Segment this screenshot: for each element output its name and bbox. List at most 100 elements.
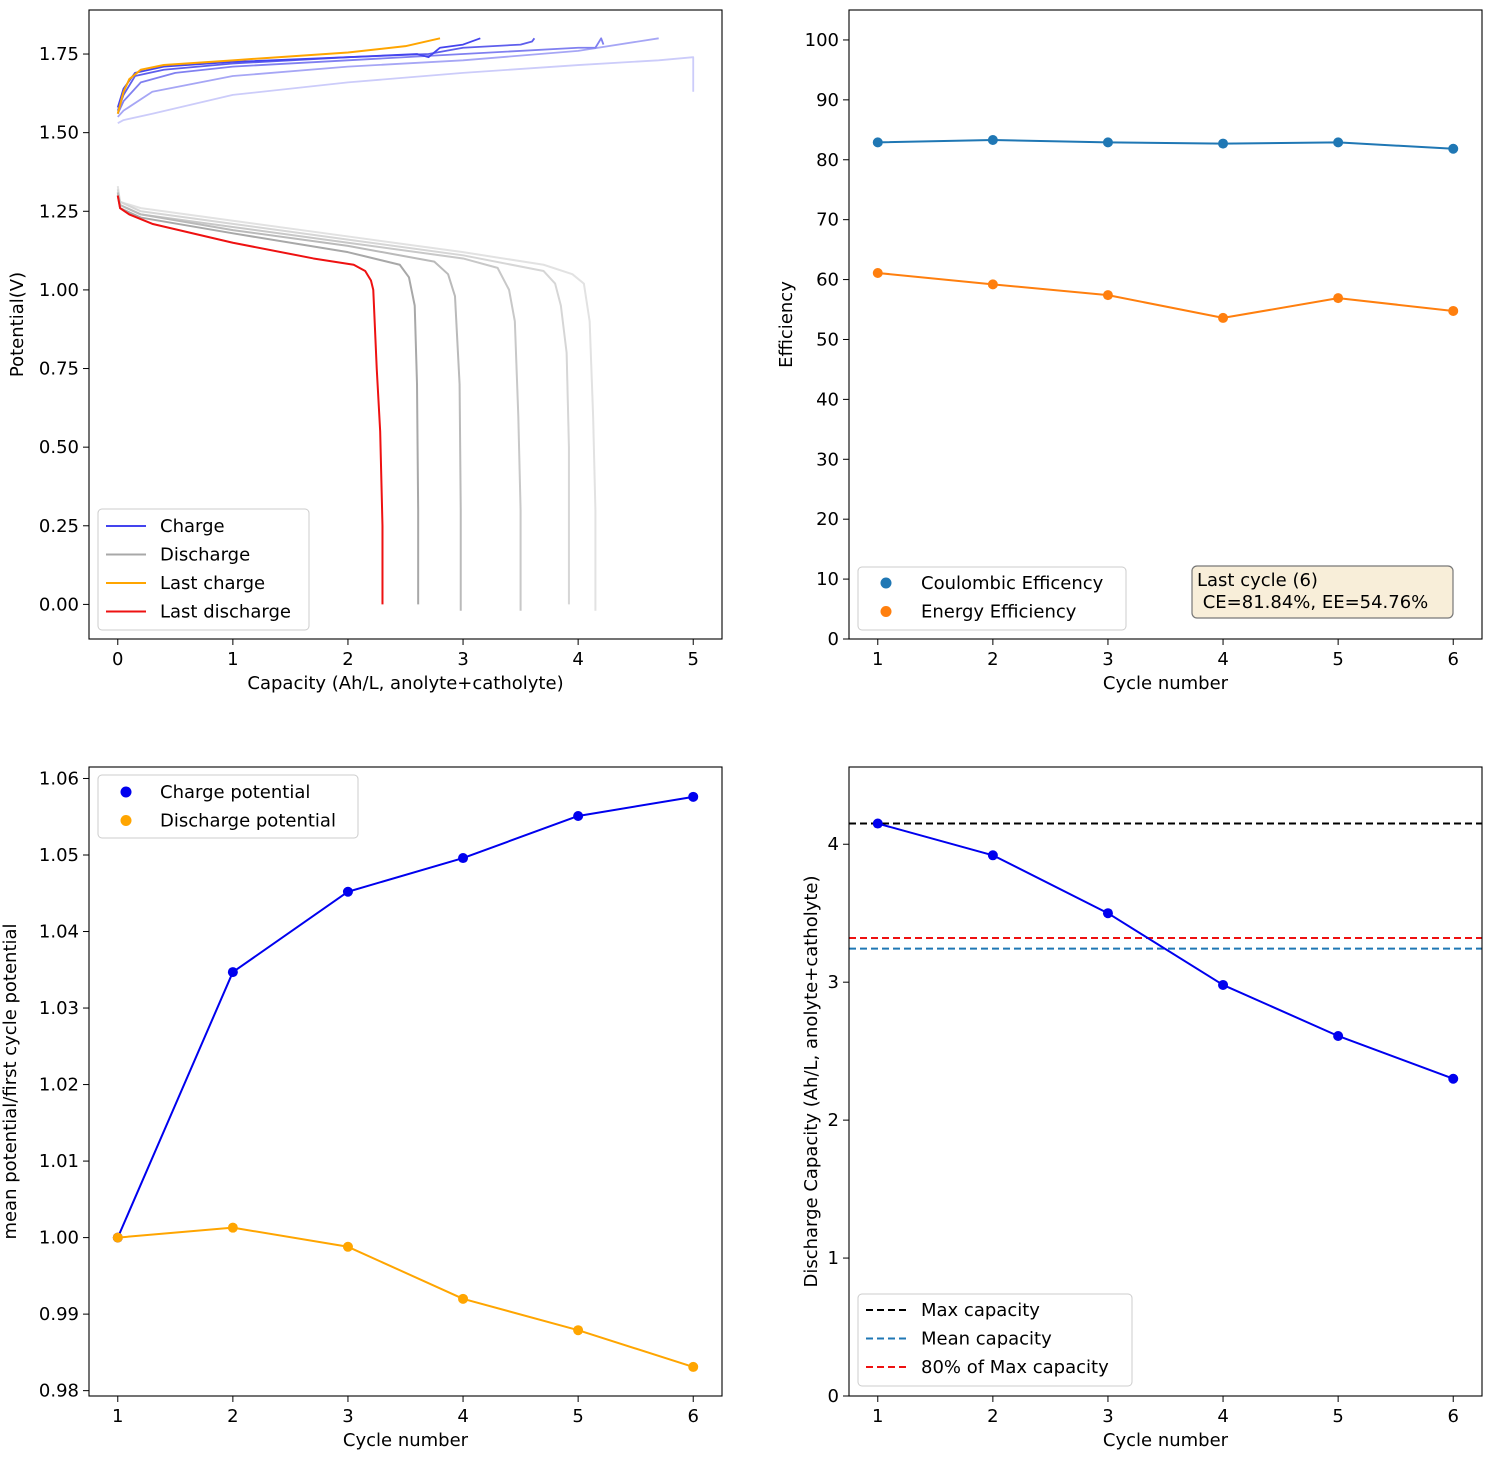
legend: Max capacity Mean capacity 80% of Max capa…	[857, 1293, 1133, 1387]
charge-curve-cycle-1	[117, 56, 695, 125]
potential-point	[688, 1361, 699, 1372]
y-tick-label: 4	[828, 834, 839, 855]
y-tick-label: 1.04	[39, 922, 79, 943]
x-tick-label: 2	[227, 1406, 238, 1427]
y-tick-label: 70	[816, 210, 839, 231]
legend-marker	[880, 606, 892, 617]
x-tick-label: 1	[872, 1406, 883, 1427]
y-tick-label: 1	[828, 1248, 839, 1269]
charge-curve-cycle-3	[116, 37, 605, 115]
legend-frame	[857, 566, 1127, 631]
efficiency-point	[1333, 293, 1344, 304]
y-tick-label: 60	[816, 270, 839, 291]
efficiency-point	[1218, 138, 1229, 149]
discharge-curve-cycle-2	[116, 189, 570, 605]
annotation-line-2: CE=81.84%, EE=54.76%	[1197, 592, 1428, 613]
efficiency-line-1	[877, 271, 1454, 319]
capacity-point	[1218, 979, 1229, 990]
legend-label: Charge potential	[160, 782, 310, 803]
y-tick-label: 1.75	[39, 44, 79, 65]
x-tick-label: 2	[342, 649, 353, 670]
discharge-curve-cycle-4	[116, 192, 462, 611]
charge-curve-cycle-2	[117, 37, 659, 118]
legend-label: Charge	[160, 516, 225, 537]
x-tick-label: 5	[688, 649, 699, 670]
y-axis-label: Discharge Capacity (Ah/L, anolyte+cathol…	[801, 875, 822, 1287]
x-tick-label: 5	[572, 1406, 583, 1427]
y-tick-label: 1.50	[39, 123, 79, 144]
x-axis-label: Cycle number	[1103, 673, 1229, 694]
x-tick-label: 1	[872, 649, 883, 670]
efficiency-point	[987, 134, 998, 145]
efficiency-point	[1218, 312, 1229, 323]
efficiency-point	[872, 267, 883, 278]
x-tick-label: 3	[342, 1406, 353, 1427]
potential-point	[458, 1293, 469, 1304]
legend-frame	[97, 774, 359, 839]
y-tick-label: 50	[816, 329, 839, 350]
efficiency-line-0	[877, 138, 1454, 150]
x-axis-label: Capacity (Ah/L, anolyte+catholyte)	[247, 673, 563, 694]
legend-label: 80% of Max capacity	[921, 1357, 1109, 1378]
y-tick-label: 1.01	[39, 1151, 79, 1172]
x-tick-label: 4	[1217, 649, 1228, 670]
potential-point	[573, 1325, 584, 1336]
axes-frame	[848, 9, 1483, 640]
y-tick-label: 0.25	[39, 516, 79, 537]
axes-frame	[88, 9, 723, 640]
x-tick-label: 6	[1448, 649, 1459, 670]
legend-marker	[120, 786, 132, 798]
legend-label: Coulombic Efficency	[921, 573, 1104, 594]
legend-label: Discharge	[160, 545, 250, 566]
y-tick-label: 1.06	[39, 768, 79, 789]
capacity-point	[1102, 908, 1113, 919]
x-tick-label: 3	[1102, 1406, 1113, 1427]
x-axis-label: Cycle number	[343, 1430, 469, 1451]
y-axis-label: Efficiency	[776, 281, 797, 368]
legend-marker	[880, 577, 892, 589]
y-tick-label: 1.00	[39, 280, 79, 301]
x-tick-label: 0	[112, 649, 123, 670]
legend-label: Last charge	[160, 573, 265, 594]
y-tick-label: 0.75	[39, 359, 79, 380]
potential-line-1	[117, 1226, 694, 1368]
efficiency-point	[872, 137, 883, 148]
potential-point	[227, 967, 238, 978]
y-axis-label: mean potential/first cycle potential	[0, 923, 21, 1239]
legend-frame	[97, 508, 310, 631]
x-tick-label: 3	[457, 649, 468, 670]
legend: Charge potential Discharge potential	[97, 774, 359, 839]
legend-marker	[120, 815, 132, 826]
y-tick-label: 80	[816, 150, 839, 171]
discharge-curve-cycle-5	[116, 195, 420, 605]
potential-line-0	[116, 795, 694, 1238]
legend-label: Max capacity	[921, 1300, 1040, 1321]
potential-point	[688, 791, 699, 802]
potential-point	[227, 1222, 238, 1233]
legend-frame	[857, 1293, 1133, 1387]
capacity-point	[1448, 1073, 1459, 1084]
legend-label: Energy Efficiency	[921, 602, 1077, 623]
axes-frame	[88, 766, 723, 1397]
y-tick-label: 100	[805, 30, 839, 51]
x-tick-label: 4	[1217, 1406, 1228, 1427]
legend-label: Discharge potential	[160, 811, 336, 832]
y-tick-label: 90	[816, 90, 839, 111]
y-tick-label: 0.00	[39, 594, 79, 615]
capacity-line	[877, 822, 1454, 1080]
axes-mean_potential: 1 2 3 4 5 6 0.98 0.99 1.00 1.01 1.02 1.03 1.04 1.05 1.…	[0, 766, 723, 1451]
y-axis-label: Potential(V)	[7, 272, 28, 377]
legend: Coulombic Efficency Energy Efficiency	[857, 566, 1127, 631]
y-tick-label: 1.00	[39, 1228, 79, 1249]
last-charge-curve	[116, 37, 441, 115]
x-tick-label: 2	[987, 649, 998, 670]
y-tick-label: 1.25	[39, 201, 79, 222]
x-tick-label: 4	[572, 649, 583, 670]
y-tick-label: 1.05	[39, 845, 79, 866]
x-tick-label: 2	[987, 1406, 998, 1427]
capacity-point	[987, 850, 998, 861]
x-tick-label: 4	[457, 1406, 468, 1427]
efficiency-point	[1448, 143, 1459, 154]
